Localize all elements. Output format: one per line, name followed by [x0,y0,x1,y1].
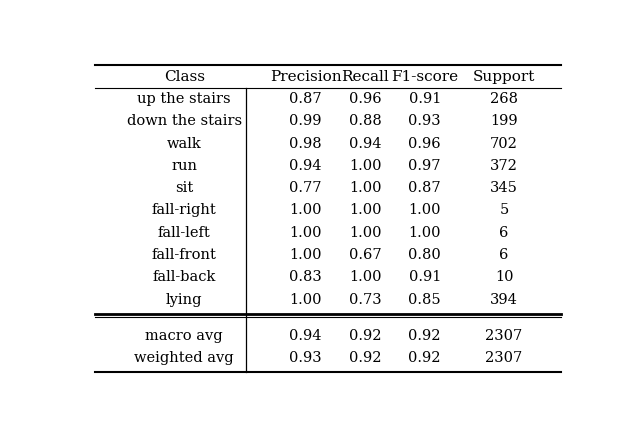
Text: F1-score: F1-score [391,69,458,84]
Text: 394: 394 [490,293,518,307]
Text: 1.00: 1.00 [289,293,322,307]
Text: 0.93: 0.93 [408,114,441,128]
Text: 1.00: 1.00 [349,226,381,240]
Text: run: run [171,159,197,173]
Text: walk: walk [167,137,202,151]
Text: 0.98: 0.98 [289,137,322,151]
Text: 1.00: 1.00 [349,203,381,217]
Text: 0.92: 0.92 [408,351,441,365]
Text: 0.88: 0.88 [349,114,381,128]
Text: 0.91: 0.91 [408,270,441,284]
Text: 6: 6 [499,248,509,262]
Text: Class: Class [164,69,205,84]
Text: 0.83: 0.83 [289,270,322,284]
Text: 1.00: 1.00 [349,159,381,173]
Text: fall-left: fall-left [158,226,211,240]
Text: 1.00: 1.00 [289,226,322,240]
Text: fall-front: fall-front [152,248,216,262]
Text: Precision: Precision [270,69,342,84]
Text: 702: 702 [490,137,518,151]
Text: sit: sit [175,181,193,195]
Text: 6: 6 [499,226,509,240]
Text: 1.00: 1.00 [408,226,441,240]
Text: 1.00: 1.00 [289,248,322,262]
Text: 0.94: 0.94 [289,329,322,343]
Text: lying: lying [166,293,202,307]
Text: Recall: Recall [341,69,389,84]
Text: 0.80: 0.80 [408,248,441,262]
Text: 1.00: 1.00 [408,203,441,217]
Text: 0.67: 0.67 [349,248,381,262]
Text: down the stairs: down the stairs [127,114,242,128]
Text: fall-right: fall-right [152,203,216,217]
Text: macro avg: macro avg [145,329,223,343]
Text: 0.93: 0.93 [289,351,322,365]
Text: 2307: 2307 [486,329,523,343]
Text: 0.92: 0.92 [349,329,381,343]
Text: up the stairs: up the stairs [138,92,231,106]
Text: Support: Support [473,69,535,84]
Text: weighted avg: weighted avg [134,351,234,365]
Text: 0.94: 0.94 [289,159,322,173]
Text: 5: 5 [499,203,509,217]
Text: 0.92: 0.92 [349,351,381,365]
Text: 0.96: 0.96 [408,137,441,151]
Text: 0.97: 0.97 [408,159,441,173]
Text: 0.87: 0.87 [408,181,441,195]
Text: 2307: 2307 [486,351,523,365]
Text: 0.85: 0.85 [408,293,441,307]
Text: 199: 199 [490,114,518,128]
Text: 0.91: 0.91 [408,92,441,106]
Text: 1.00: 1.00 [349,270,381,284]
Text: 0.87: 0.87 [289,92,322,106]
Text: 0.99: 0.99 [289,114,322,128]
Text: 0.96: 0.96 [349,92,381,106]
Text: 1.00: 1.00 [289,203,322,217]
Text: 0.94: 0.94 [349,137,381,151]
Text: 372: 372 [490,159,518,173]
Text: 268: 268 [490,92,518,106]
Text: 345: 345 [490,181,518,195]
Text: 0.92: 0.92 [408,329,441,343]
Text: 1.00: 1.00 [349,181,381,195]
Text: 0.73: 0.73 [349,293,381,307]
Text: 10: 10 [495,270,513,284]
Text: fall-back: fall-back [152,270,216,284]
Text: 0.77: 0.77 [289,181,322,195]
